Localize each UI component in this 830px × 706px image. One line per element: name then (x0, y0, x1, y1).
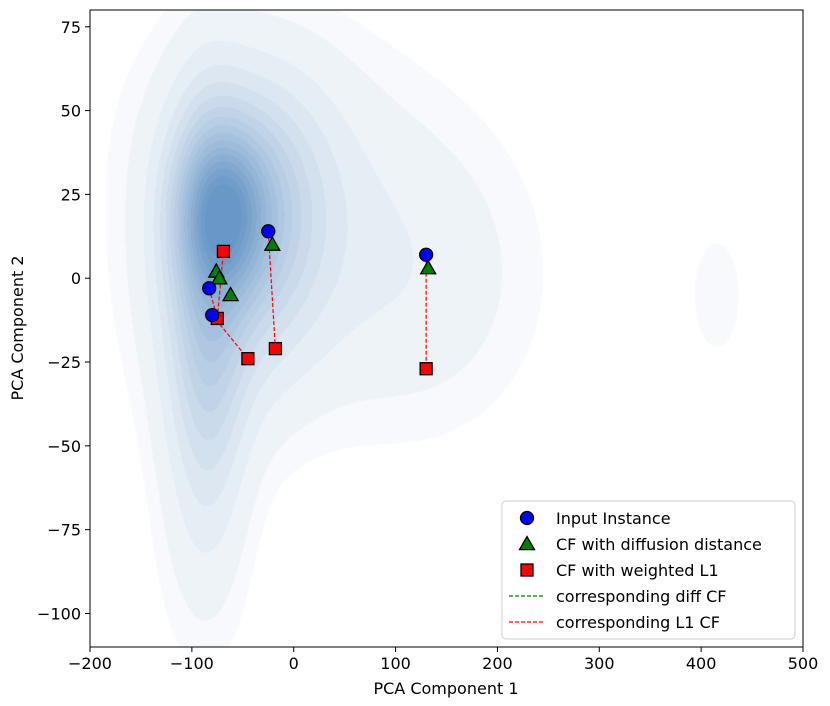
marker-triangle (221, 286, 240, 302)
marker-square (241, 352, 255, 366)
marker-square (268, 341, 283, 356)
marker-circle (261, 224, 276, 239)
x-tick-label: −200 (68, 654, 112, 673)
y-tick-label: −50 (47, 437, 81, 456)
y-tick-label: 75 (61, 18, 81, 37)
x-tick-label: 200 (482, 654, 513, 673)
x-tick-label: 400 (686, 654, 717, 673)
x-tick-label: 100 (380, 654, 411, 673)
x-tick-label: 300 (584, 654, 615, 673)
x-tick-label: 500 (788, 654, 819, 673)
y-tick-label: −75 (47, 521, 81, 540)
marker-square (216, 244, 231, 259)
y-tick-label: −100 (37, 604, 81, 623)
x-axis-label: PCA Component 1 (373, 679, 518, 698)
x-tick-label: 0 (289, 654, 299, 673)
y-tick-label: −25 (47, 353, 81, 372)
marker-circle (418, 247, 434, 262)
x-tick-label: −100 (170, 654, 214, 673)
marker-triangle (263, 235, 281, 251)
legend-label: CF with diffusion distance (556, 535, 762, 554)
legend-label: corresponding diff CF (556, 587, 726, 606)
legend-box (501, 500, 796, 640)
marker-triangle (210, 269, 228, 285)
legend-marker-circle (519, 510, 535, 526)
x-axis: −200 −100 0 100 200 300 400 500 (68, 647, 818, 673)
y-tick-label: 25 (61, 185, 81, 204)
y-tick-label: 0 (71, 269, 81, 288)
y-axis: −100 −75 −50 −25 0 25 50 75 (37, 18, 90, 623)
marker-triangle (419, 259, 437, 275)
legend-marker-triangle (518, 535, 536, 551)
plot-frame (89, 9, 804, 648)
y-axis-label: PCA Component 2 (8, 255, 27, 400)
marker-circle (202, 281, 217, 296)
marker-layer (202, 224, 437, 376)
marker-square (419, 362, 433, 376)
l1-link-line (216, 251, 225, 319)
legend: Input Instance CF with diffusion distance… (501, 500, 796, 640)
y-tick-label: 50 (61, 102, 81, 121)
marker-circle (205, 307, 220, 323)
legend-label: Input Instance (556, 509, 671, 528)
legend-label: CF with weighted L1 (556, 561, 719, 580)
legend-label: corresponding L1 CF (556, 613, 720, 632)
legend-marker-square (520, 563, 534, 577)
